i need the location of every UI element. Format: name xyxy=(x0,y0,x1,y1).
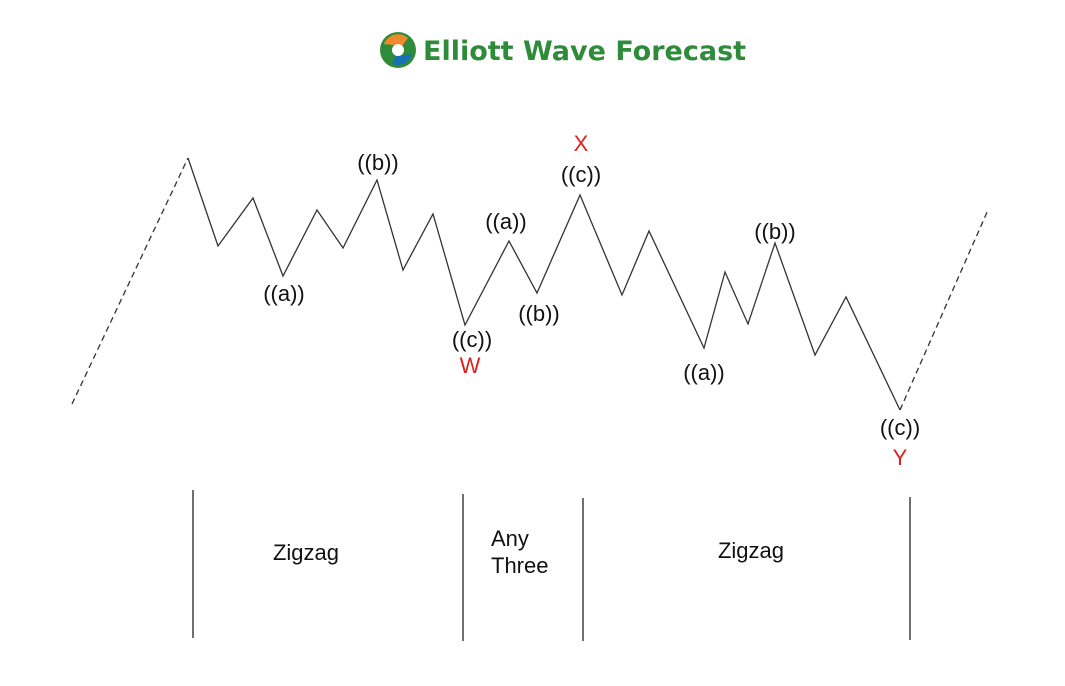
logo-text: Elliott Wave Forecast xyxy=(423,36,746,67)
section-label-middle-2: Three xyxy=(491,553,548,578)
y-wave-a-label: ((a)) xyxy=(683,360,725,385)
x-wave-a-label: ((a)) xyxy=(485,209,527,234)
w-end-label: W xyxy=(460,353,481,378)
w-wave-c-label: ((c)) xyxy=(452,327,492,352)
y-wave-b-label: ((b)) xyxy=(754,219,796,244)
x-wave-b-label: ((b)) xyxy=(518,301,560,326)
y-wave-c-label: ((c)) xyxy=(880,415,920,440)
w-wave-a-label: ((a)) xyxy=(263,281,305,306)
lead-out-dashed-line xyxy=(900,210,988,410)
x-wave-c-label: ((c)) xyxy=(561,162,601,187)
swirl-logo-icon xyxy=(380,32,416,68)
section-label-middle-1: Any xyxy=(491,526,529,551)
section-label-first: Zigzag xyxy=(273,540,339,565)
section-label-last: Zigzag xyxy=(718,538,784,563)
w-wave-b-label: ((b)) xyxy=(357,150,399,175)
lead-in-dashed-line xyxy=(72,158,188,404)
logo: Elliott Wave Forecast xyxy=(380,32,746,68)
x-end-label: X xyxy=(574,131,589,156)
y-end-label: Y xyxy=(893,445,908,470)
